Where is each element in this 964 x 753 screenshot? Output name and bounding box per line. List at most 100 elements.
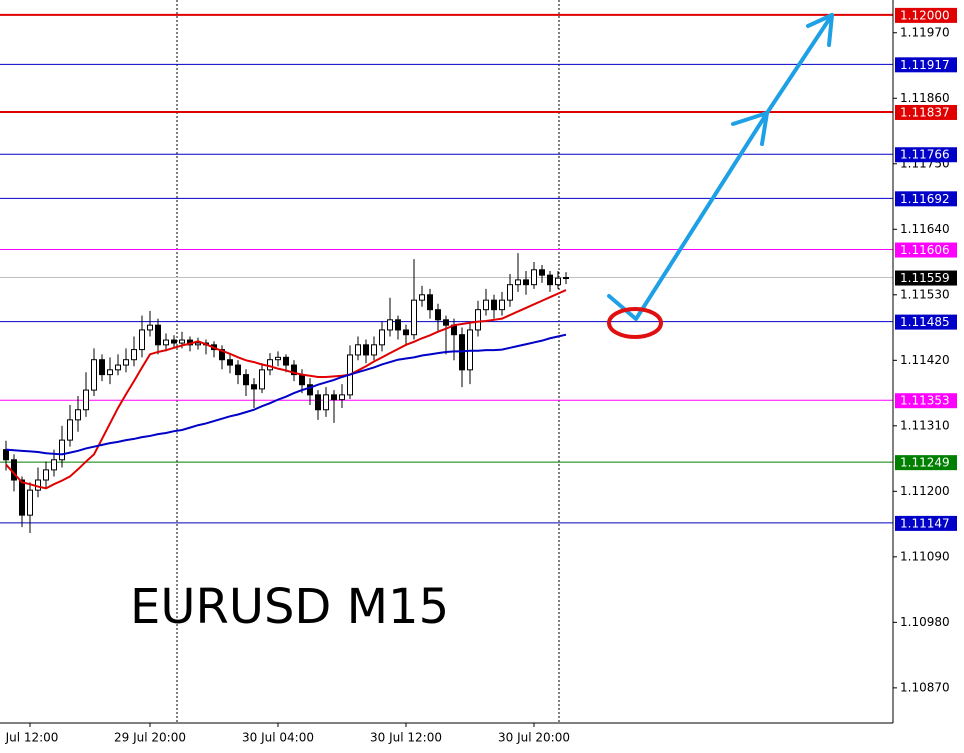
- level-label: 1.11249: [900, 456, 950, 470]
- y-tick-label: 1.11310: [900, 418, 950, 432]
- candle-body: [403, 329, 409, 336]
- axis: 1.119701.118601.117501.116401.115301.114…: [5, 25, 950, 744]
- y-tick-label: 1.11860: [900, 91, 950, 105]
- arrow-head: [806, 13, 834, 47]
- target-circle: [607, 307, 663, 339]
- candle-body: [83, 389, 89, 411]
- symbol-annotation: EURUSD M15: [130, 579, 449, 635]
- level-labels: 1.12000 1.11917 1.11837 1.11766 1.11692 1.116…: [895, 7, 957, 531]
- candle-body: [475, 309, 481, 331]
- y-tick-label: 1.11090: [900, 549, 950, 563]
- y-tick-label: 1.10870: [900, 680, 950, 694]
- level-label: 1.11917: [900, 58, 950, 72]
- candle-body: [307, 384, 313, 396]
- level-label-box: [895, 242, 957, 258]
- level-label-box: [895, 314, 957, 330]
- candle-body: [419, 294, 425, 301]
- candle-body: [75, 409, 81, 421]
- candle-body: [539, 269, 545, 276]
- levels: [0, 13, 893, 524]
- level-label: 1.11559: [900, 271, 950, 285]
- candle-body: [411, 299, 417, 336]
- candle-body: [67, 419, 73, 441]
- x-tick-label: 30 Jul 20:00: [498, 731, 570, 745]
- candle-body: [179, 339, 185, 344]
- candle-body: [227, 359, 233, 366]
- candle-body: [323, 394, 329, 411]
- candle-body: [59, 439, 65, 461]
- candle-body: [91, 359, 97, 391]
- level-label: 1.11147: [900, 516, 950, 530]
- plot: [3, 253, 569, 534]
- candle-body: [123, 359, 129, 366]
- candle-body: [139, 329, 145, 351]
- candle-body: [555, 277, 561, 286]
- candle-body: [483, 299, 489, 311]
- level-label-box: [895, 270, 957, 286]
- y-tick-label: 1.11530: [900, 287, 950, 301]
- level-label-box: [895, 104, 957, 120]
- candle-body: [171, 339, 177, 344]
- candle-body: [339, 394, 345, 401]
- candle-body: [371, 344, 377, 356]
- moving-average: [5, 333, 567, 456]
- level-label-box: [895, 515, 957, 531]
- candle-body: [115, 364, 121, 371]
- candle-body: [499, 299, 505, 311]
- y-tick-label: 1.10980: [900, 615, 950, 629]
- candle-body: [235, 364, 241, 376]
- level-label-box: [895, 147, 957, 163]
- candle-body: [43, 469, 49, 481]
- level-label: 1.11692: [900, 192, 950, 206]
- level-label-box: [895, 455, 957, 471]
- candle-body: [515, 279, 521, 286]
- candle-body: [267, 359, 273, 371]
- level-label-box: [895, 7, 957, 23]
- candle-body: [315, 394, 321, 411]
- candle-body: [243, 374, 249, 386]
- level-label: 1.11766: [900, 148, 950, 162]
- candle-body: [11, 459, 17, 481]
- moving-average: [5, 289, 567, 490]
- candle-body: [363, 344, 369, 356]
- candle-body: [547, 274, 553, 286]
- level-label: 1.11606: [900, 243, 950, 257]
- y-tick-label: 1.11200: [900, 484, 950, 498]
- candle-body: [443, 319, 449, 326]
- level-label: 1.11837: [900, 105, 950, 119]
- candle-body: [155, 324, 161, 346]
- candle-body: [379, 329, 385, 346]
- candle-body: [435, 309, 441, 321]
- x-tick-label: Jul 12:00: [5, 731, 59, 745]
- candle-body: [491, 299, 497, 311]
- x-tick-label: 30 Jul 12:00: [370, 731, 442, 745]
- y-tick-label: 1.11970: [900, 25, 950, 39]
- candle-body: [19, 479, 25, 516]
- level-label-box: [895, 57, 957, 73]
- x-tick-label: 30 Jul 04:00: [242, 731, 314, 745]
- candle-body: [195, 342, 201, 346]
- candle-body: [355, 344, 361, 356]
- candle-body: [563, 277, 569, 280]
- level-label: 1.11353: [900, 394, 950, 408]
- candle-body: [27, 489, 33, 516]
- forecast-arrow: [765, 13, 834, 115]
- level-label: 1.12000: [900, 8, 950, 22]
- candle-body: [219, 349, 225, 361]
- candle-body: [259, 369, 265, 390]
- candle-body: [331, 394, 337, 401]
- candle-body: [3, 449, 9, 461]
- candle-body: [395, 319, 401, 331]
- candle-body: [531, 269, 537, 286]
- x-tick-label: 29 Jul 20:00: [114, 731, 186, 745]
- candle-body: [131, 349, 137, 361]
- candle-body: [427, 294, 433, 311]
- candle-body: [523, 279, 529, 286]
- candle-body: [283, 356, 289, 366]
- level-label: 1.11485: [900, 315, 950, 329]
- candle-body: [51, 459, 57, 471]
- candle-body: [107, 369, 113, 376]
